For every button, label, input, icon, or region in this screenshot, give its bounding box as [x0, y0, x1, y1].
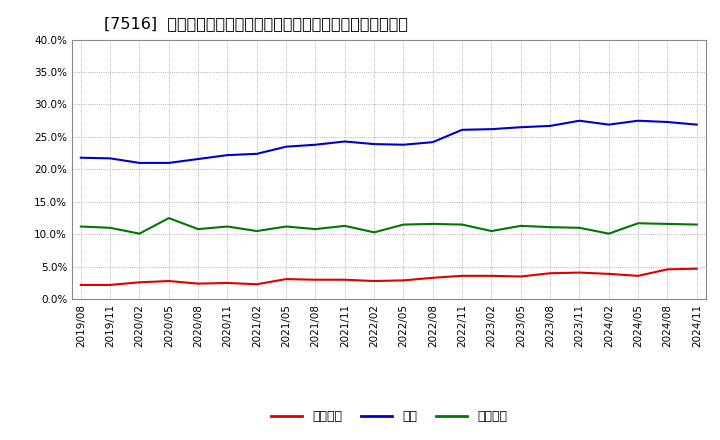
在庫: [693, 122, 701, 127]
在庫: [341, 139, 349, 144]
Legend: 売上債権, 在庫, 買入債務: 売上債権, 在庫, 買入債務: [266, 405, 512, 428]
買入債務: [341, 223, 349, 228]
売上債権: [223, 280, 232, 286]
買入債務: [546, 224, 554, 230]
在庫: [605, 122, 613, 127]
売上債権: [106, 282, 114, 288]
在庫: [575, 118, 584, 123]
買入債務: [311, 227, 320, 232]
在庫: [663, 119, 672, 125]
買入債務: [135, 231, 144, 236]
在庫: [546, 123, 554, 128]
買入債務: [223, 224, 232, 229]
売上債権: [458, 273, 467, 279]
売上債権: [76, 282, 85, 288]
在庫: [76, 155, 85, 160]
買入債務: [253, 228, 261, 234]
在庫: [458, 127, 467, 132]
売上債権: [370, 279, 379, 284]
在庫: [487, 127, 496, 132]
在庫: [428, 139, 437, 145]
在庫: [311, 142, 320, 147]
売上債権: [693, 266, 701, 271]
Line: 在庫: 在庫: [81, 121, 697, 163]
売上債権: [663, 267, 672, 272]
買入債務: [428, 221, 437, 227]
売上債権: [282, 276, 290, 282]
在庫: [634, 118, 642, 123]
在庫: [164, 160, 173, 165]
売上債権: [164, 279, 173, 284]
在庫: [399, 142, 408, 147]
買入債務: [693, 222, 701, 227]
売上債権: [605, 271, 613, 276]
買入債務: [370, 230, 379, 235]
売上債権: [546, 271, 554, 276]
在庫: [223, 153, 232, 158]
買入債務: [663, 221, 672, 227]
買入債務: [516, 223, 525, 228]
売上債権: [634, 273, 642, 279]
Text: [7516]  売上債権、在庫、買入債務の総資産に対する比率の推移: [7516] 売上債権、在庫、買入債務の総資産に対する比率の推移: [104, 16, 408, 32]
売上債権: [311, 277, 320, 282]
売上債権: [516, 274, 525, 279]
買入債務: [634, 220, 642, 226]
売上債権: [253, 282, 261, 287]
在庫: [194, 156, 202, 161]
売上債権: [428, 275, 437, 280]
売上債権: [487, 273, 496, 279]
売上債権: [575, 270, 584, 275]
在庫: [253, 151, 261, 157]
在庫: [282, 144, 290, 149]
買入債務: [605, 231, 613, 236]
買入債務: [106, 225, 114, 231]
売上債権: [135, 280, 144, 285]
在庫: [370, 141, 379, 147]
Line: 買入債務: 買入債務: [81, 218, 697, 234]
買入債務: [76, 224, 85, 229]
買入債務: [194, 227, 202, 232]
Line: 売上債権: 売上債権: [81, 269, 697, 285]
売上債権: [194, 281, 202, 286]
在庫: [516, 125, 525, 130]
買入債務: [399, 222, 408, 227]
売上債権: [399, 278, 408, 283]
買入債務: [164, 216, 173, 221]
在庫: [135, 160, 144, 165]
買入債務: [458, 222, 467, 227]
買入債務: [282, 224, 290, 229]
買入債務: [575, 225, 584, 231]
売上債権: [341, 277, 349, 282]
在庫: [106, 156, 114, 161]
買入債務: [487, 228, 496, 234]
